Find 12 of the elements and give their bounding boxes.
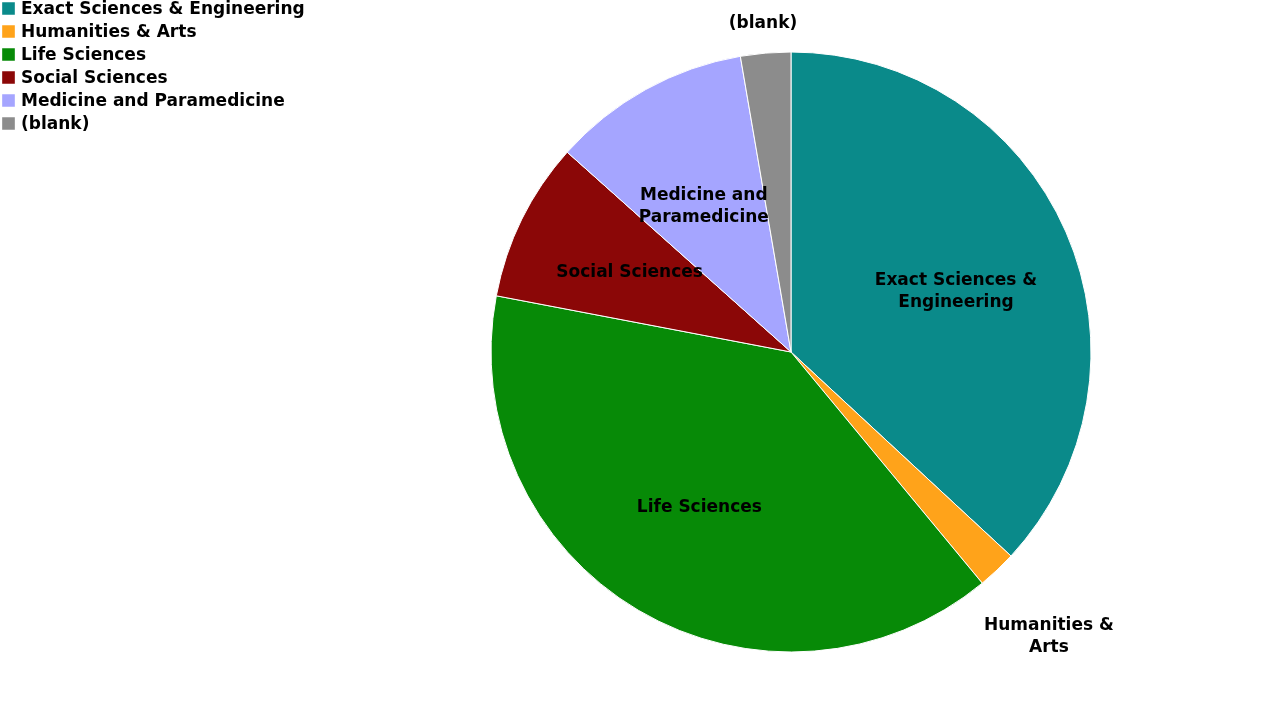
slice-label: Social Sciences (556, 261, 703, 282)
slice-label: (blank) (728, 11, 798, 32)
slice-label: Exact Sciences & Engineering (874, 268, 1038, 311)
legend-label: Medicine and Paramedicine (21, 89, 285, 110)
slice-label: Medicine and Paramedicine (638, 183, 769, 226)
legend-label: Social Sciences (21, 66, 168, 87)
slice-label: Life Sciences (636, 495, 762, 516)
legend-label: Humanities & Arts (21, 20, 197, 41)
legend-label: (blank) (21, 112, 90, 133)
slice-label: Humanities & Arts (984, 613, 1114, 656)
legend-label: Exact Sciences & Engineering (21, 0, 305, 18)
legend-label: Life Sciences (21, 43, 147, 64)
